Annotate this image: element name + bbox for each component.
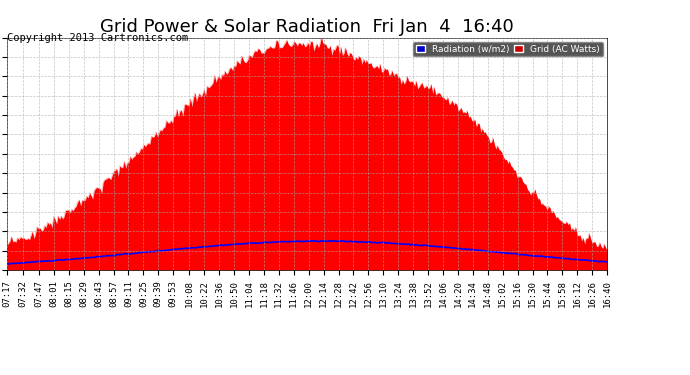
Legend: Radiation (w/m2), Grid (AC Watts): Radiation (w/m2), Grid (AC Watts) (413, 42, 602, 56)
Text: Copyright 2013 Cartronics.com: Copyright 2013 Cartronics.com (7, 33, 188, 43)
Title: Grid Power & Solar Radiation  Fri Jan  4  16:40: Grid Power & Solar Radiation Fri Jan 4 1… (100, 18, 514, 36)
